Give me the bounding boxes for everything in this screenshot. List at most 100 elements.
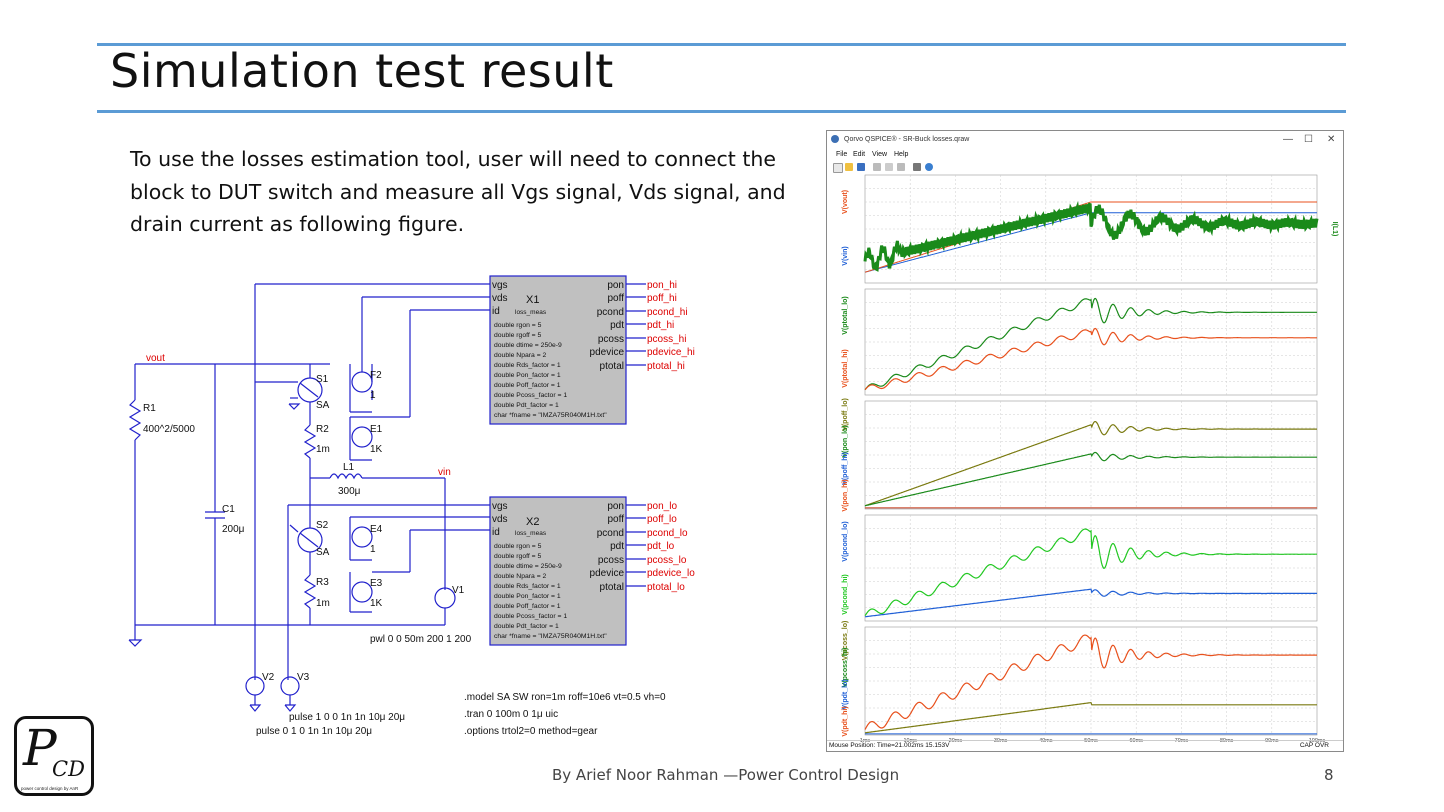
x1-name: X1 bbox=[526, 294, 539, 306]
directive: .tran 0 100m 0 1μ uic bbox=[464, 709, 558, 720]
circuit-schematic: vgs vds id X1 loss_meas double rgon = 5 … bbox=[128, 275, 695, 737]
net-label: pon_lo bbox=[647, 501, 677, 512]
f2-value: 1 bbox=[370, 390, 376, 401]
menu-edit[interactable]: Edit bbox=[853, 151, 866, 158]
x1-pin-id: id bbox=[492, 306, 500, 317]
x1-param: char *fname = "IMZA75R040M1H.txt" bbox=[494, 412, 607, 419]
window-titlebar[interactable]: Qorvo QSPICE® - SR-Buck losses.qraw — ☐ … bbox=[827, 131, 1343, 149]
net-label: pon_hi bbox=[647, 280, 677, 291]
waveform-viewer-window[interactable]: Qorvo QSPICE® - SR-Buck losses.qraw — ☐ … bbox=[826, 130, 1344, 752]
copy-icon[interactable] bbox=[885, 163, 893, 171]
net-label: pdevice_lo bbox=[647, 568, 695, 579]
net-label: ptotal_hi bbox=[647, 361, 685, 372]
net-label: poff_hi bbox=[647, 293, 677, 304]
page-number: 8 bbox=[1324, 766, 1334, 784]
status-bar: Mouse Position: Time=21.002ms 15.153V CA… bbox=[827, 740, 1343, 751]
directive: .options trtol2=0 method=gear bbox=[464, 726, 598, 737]
menu-help[interactable]: Help bbox=[894, 151, 909, 158]
x1-pin-out: pon bbox=[607, 280, 624, 291]
slide-title: Simulation test result bbox=[110, 44, 614, 98]
trace-pcoss-lo bbox=[864, 701, 1317, 734]
x2-pin-vds: vds bbox=[492, 514, 508, 525]
trace-label: V(poff_lo) bbox=[842, 398, 849, 431]
x2-param: double Npara = 2 bbox=[494, 573, 547, 580]
title-rule-bottom bbox=[97, 110, 1346, 113]
x1-pin-out: pcond bbox=[597, 307, 624, 318]
trace-ptotal-hi bbox=[864, 327, 1317, 391]
x2-pin-out: poff bbox=[608, 514, 625, 525]
maximize-button[interactable]: ☐ bbox=[1304, 134, 1313, 145]
cut-icon[interactable] bbox=[873, 163, 881, 171]
x2-type: loss_meas bbox=[515, 530, 547, 537]
menu-file[interactable]: File bbox=[836, 151, 848, 158]
minimize-button[interactable]: — bbox=[1283, 134, 1293, 145]
x2-param: double Pon_factor = 1 bbox=[494, 593, 561, 600]
net-label: pdevice_hi bbox=[647, 347, 695, 358]
app-icon bbox=[831, 135, 839, 143]
x-tick-label: 30ms bbox=[994, 738, 1008, 744]
title-rule-top bbox=[97, 43, 1346, 46]
menu-view[interactable]: View bbox=[872, 151, 888, 158]
x1-pin-out: ptotal bbox=[600, 361, 624, 372]
x1-param: double rgon = 5 bbox=[494, 322, 542, 329]
r1-value: 400^2/5000 bbox=[143, 424, 195, 435]
close-button[interactable]: ✕ bbox=[1327, 134, 1336, 145]
net-label: ptotal_lo bbox=[647, 582, 685, 593]
e1-name: E1 bbox=[370, 424, 383, 435]
waveform-plot-area[interactable]: V(vout) V(vin) I(L1) V(ptotal_lo) V(ptotal_h… bbox=[827, 131, 1343, 751]
x1-param: double Pon_factor = 1 bbox=[494, 372, 561, 379]
save-icon[interactable] bbox=[857, 163, 865, 171]
v1-name: V1 bbox=[452, 585, 465, 596]
x2-pin-out: pcond bbox=[597, 528, 624, 539]
x-tick-label: 80ms bbox=[1220, 738, 1234, 744]
trace-ptotal-lo bbox=[864, 297, 1317, 391]
mouse-position: Mouse Position: Time=21.002ms 15.153V bbox=[829, 742, 950, 749]
trace-label: V(pcoss_lo) bbox=[842, 621, 849, 661]
x-tick-label: 90ms bbox=[1265, 738, 1279, 744]
x-tick-label: 100ms bbox=[1309, 738, 1326, 744]
x1-pin-out: pdt bbox=[610, 320, 624, 331]
e4-value: 1 bbox=[370, 544, 376, 555]
menu-bar: File Edit View Help bbox=[827, 149, 1343, 161]
trace-label: I(L1) bbox=[1331, 222, 1338, 237]
e4-name: E4 bbox=[370, 524, 383, 535]
net-label: poff_lo bbox=[647, 514, 677, 525]
open-folder-icon[interactable] bbox=[845, 163, 853, 171]
block-x1 bbox=[489, 275, 627, 425]
f2-name: F2 bbox=[370, 370, 382, 381]
x1-param: double Pcoss_factor = 1 bbox=[494, 392, 567, 399]
x1-param: double dtime = 250e-9 bbox=[494, 342, 562, 349]
x2-param: double rgoff = 5 bbox=[494, 553, 542, 560]
trace-label: V(ptotal_lo) bbox=[842, 296, 849, 335]
s1-model: SA bbox=[316, 400, 330, 411]
trace-label: V(ptotal_hi) bbox=[842, 349, 849, 388]
slide-paragraph: To use the losses estimation tool, user … bbox=[130, 147, 786, 236]
x1-pin-vgs: vgs bbox=[492, 280, 508, 291]
net-vin: vin bbox=[438, 467, 451, 478]
new-file-icon[interactable] bbox=[833, 163, 843, 173]
print-icon[interactable] bbox=[913, 163, 921, 171]
x1-pin-out: pdevice bbox=[590, 347, 625, 358]
l1-name: L1 bbox=[343, 462, 355, 473]
v2-value: pulse 0 1 0 1n 1n 10μ 20μ bbox=[256, 726, 372, 737]
x2-param: char *fname = "IMZA75R040M1H.txt" bbox=[494, 633, 607, 640]
trace-inductor-current bbox=[863, 201, 1319, 272]
x2-param: double Pdt_factor = 1 bbox=[494, 623, 559, 630]
x2-pin-id: id bbox=[492, 527, 500, 538]
trace-label: V(poff_hi) bbox=[842, 452, 849, 485]
r2-name: R2 bbox=[316, 424, 329, 435]
x-tick-label: 50ms bbox=[1084, 738, 1098, 744]
trace-label: V(vin) bbox=[842, 246, 849, 265]
r1-name: R1 bbox=[143, 403, 156, 414]
footer-credit: By Arief Noor Rahman —Power Control Desi… bbox=[552, 766, 900, 784]
r3-name: R3 bbox=[316, 577, 329, 588]
x-tick-label: 20ms bbox=[949, 738, 963, 744]
paste-icon[interactable] bbox=[897, 163, 905, 171]
trace-label: V(pon_hi) bbox=[842, 479, 849, 511]
x1-param: double Poff_factor = 1 bbox=[494, 382, 561, 389]
help-icon[interactable] bbox=[925, 163, 933, 171]
x-tick-label: 60ms bbox=[1129, 738, 1143, 744]
x1-pin-out: poff bbox=[608, 293, 625, 304]
block-x2 bbox=[489, 496, 627, 646]
trace-pon-lo bbox=[864, 451, 1317, 507]
